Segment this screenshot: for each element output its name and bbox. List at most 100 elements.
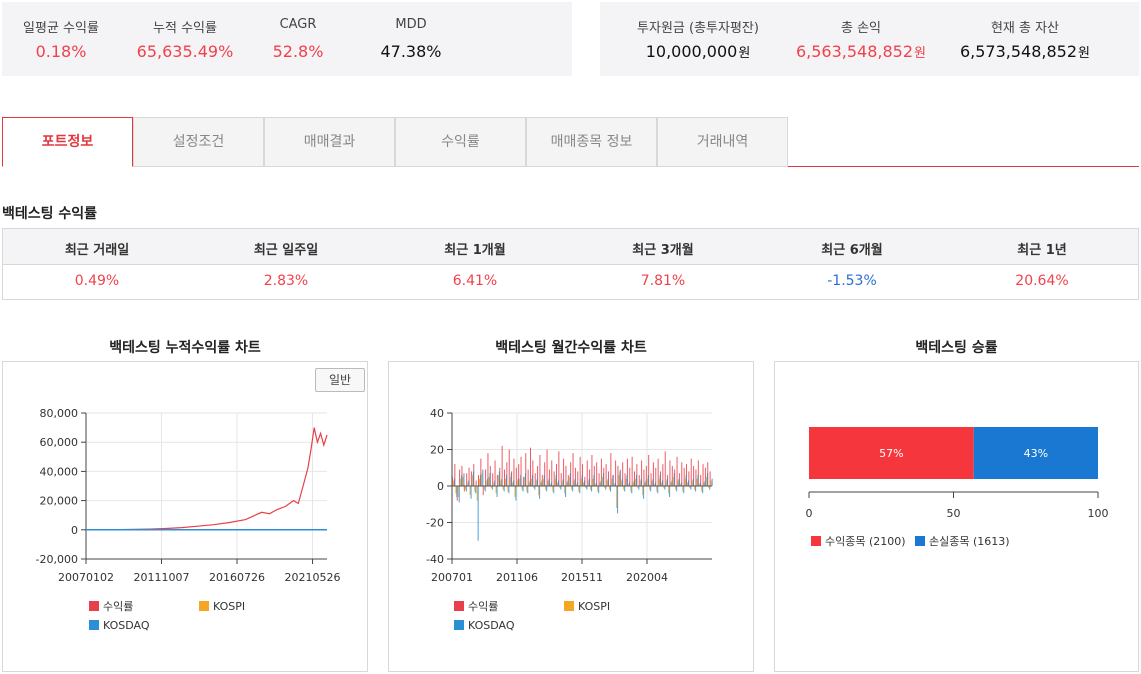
bar [685,475,687,486]
bar [533,486,535,488]
bar [490,486,492,488]
bar [580,478,582,486]
bar [659,475,661,486]
bar [572,486,574,492]
tab-history[interactable]: 거래내역 [657,117,788,167]
bar [548,469,550,486]
bar [647,475,649,486]
bar [655,467,657,486]
legend-label: KOSDAQ [468,619,515,632]
bar [701,486,703,492]
bar [550,482,552,486]
chart-mode-button[interactable]: 일반 [315,368,365,392]
bar [553,486,555,494]
returns-value-5: -1.53% [827,273,877,289]
x-tick-label: 201511 [561,571,603,584]
bar [470,471,472,486]
legend-swatch [564,601,574,611]
bar [664,486,666,490]
returns-header-3: 최근 1개월 [444,243,506,258]
bar [595,482,597,486]
bar [522,486,524,492]
bar [563,458,565,487]
bar [614,482,616,486]
x-tick-label: 0 [806,507,813,520]
bar [704,467,706,486]
bar [519,478,521,486]
stat-amount: 6,563,548,852 [795,42,914,61]
bar [463,486,465,492]
tab-returns[interactable]: 수익률 [395,117,526,167]
bar [600,458,602,487]
bar [568,476,570,487]
bar [513,480,515,486]
bar [536,478,538,486]
bar [535,480,537,486]
bar [695,486,697,492]
bar [669,486,671,497]
bar [508,449,510,486]
bar [654,482,656,486]
bar [487,478,489,486]
tab-trade-results[interactable]: 매매결과 [264,117,395,167]
bar [515,467,517,486]
bar [620,480,622,486]
bar [624,473,626,486]
bar [527,486,529,494]
legend-swatch [89,601,99,611]
bar [676,456,678,486]
bar [474,486,476,492]
bar [630,486,632,492]
bar [481,473,483,486]
stat-unit: 원 [1078,46,1091,61]
bar [656,486,658,492]
bar [503,486,505,492]
tab-port-info[interactable]: 포트정보 [2,117,133,167]
winrate-chart-panel: 57% 43% 0 50 100 수익종목 (2100) 손실종목 (1613) [774,361,1139,672]
bar [611,478,613,486]
tab-settings[interactable]: 설정조건 [133,117,264,167]
bar [579,456,581,486]
bar [602,473,604,486]
bar [671,480,673,486]
bar [698,484,700,486]
stat-value: 52.8% [272,42,324,61]
bar [517,478,519,486]
series-line [85,427,328,531]
bar [456,486,458,497]
bar [587,480,589,486]
bar [676,486,678,492]
bar [631,486,633,494]
bar [539,486,541,499]
stat-unit: 원 [914,46,927,61]
bar [601,476,603,487]
bar [534,486,536,490]
bar [559,486,561,488]
bar [546,486,548,492]
tab-stock-info[interactable]: 매매종목 정보 [526,117,657,167]
bar [496,475,498,486]
bar [669,460,671,486]
bar [626,475,628,486]
y-tick-label: 40,000 [40,465,79,478]
winrate-segment [809,427,974,479]
legend-swatch [199,601,209,611]
returns-header-1: 최근 거래일 [64,243,130,258]
monthly-chart-panel: -40 -20 0 20 40 200701 201106 201511 202004 수익률 KO… [388,361,754,672]
bar [613,484,615,486]
bar [544,462,546,486]
bar [657,458,659,487]
bar [645,465,647,486]
bar [638,475,640,486]
bar [573,480,575,486]
bar [466,473,468,486]
bar [591,454,593,486]
bar [553,471,555,486]
y-tick-label: 80,000 [40,407,79,420]
bar [561,480,563,486]
legend-swatch [454,601,464,611]
bar [470,486,472,499]
bar [653,484,655,486]
bar [628,482,630,486]
bar [560,486,562,490]
